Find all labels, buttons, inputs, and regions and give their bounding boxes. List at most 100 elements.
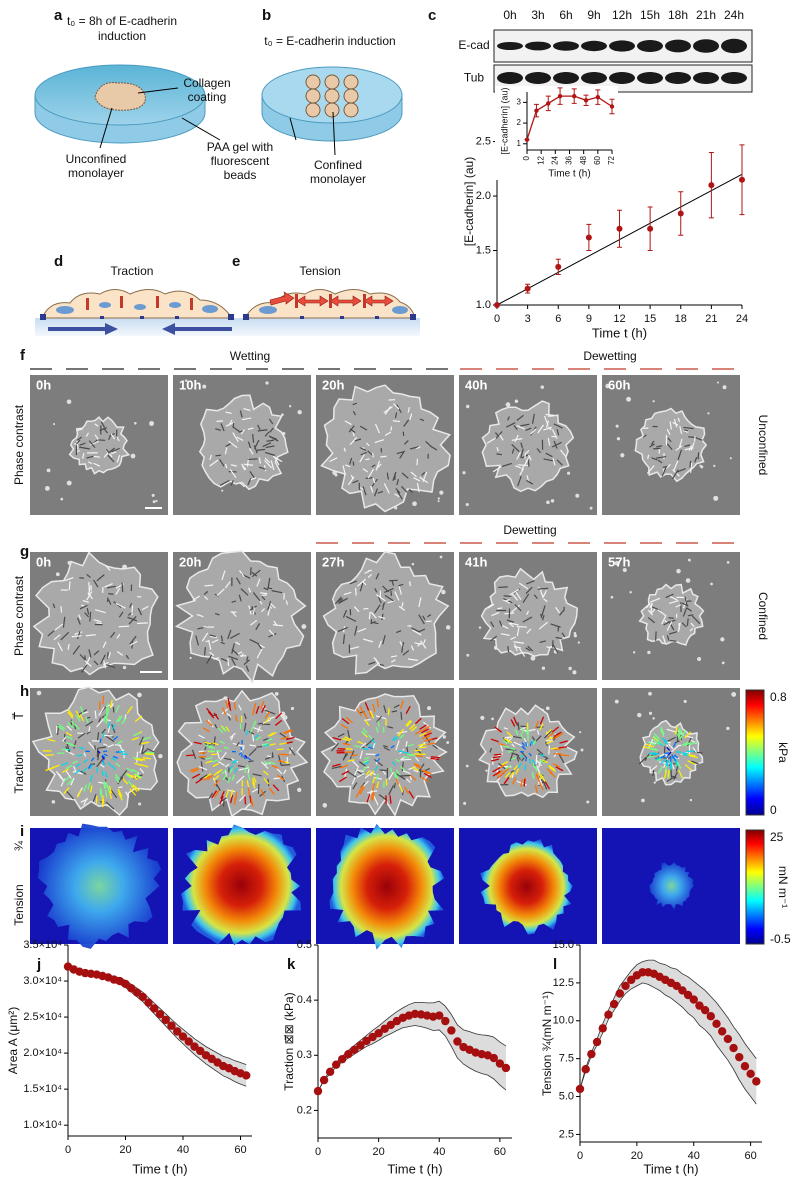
blot-band <box>665 72 691 84</box>
traction-arrow <box>360 730 367 736</box>
cell-texture <box>87 592 94 600</box>
cell-texture <box>375 573 380 580</box>
cell-texture <box>349 457 353 465</box>
cell-texture <box>347 729 351 740</box>
cell-texture <box>72 771 83 775</box>
traction-arrow <box>367 734 373 740</box>
traction-arrow <box>76 789 82 798</box>
traction-arrow <box>377 720 380 728</box>
cell-texture <box>264 457 271 464</box>
cell-texture <box>239 410 243 418</box>
cell-texture <box>514 603 522 612</box>
traction-arrow <box>260 789 266 797</box>
cell-texture <box>372 477 376 484</box>
traction-arrow <box>75 763 81 768</box>
traction-arrow <box>83 784 88 792</box>
x-tick-label: 0 <box>522 155 531 160</box>
cell-texture <box>371 464 376 468</box>
cell-texture <box>415 748 422 755</box>
cell-texture <box>365 458 370 461</box>
cell-texture <box>139 745 143 754</box>
traction-arrow <box>105 717 109 725</box>
debris <box>605 383 610 389</box>
cell-texture <box>238 704 242 711</box>
cell-texture <box>496 453 503 456</box>
cell-texture <box>496 446 499 452</box>
cell-texture <box>331 765 342 769</box>
cell-texture <box>110 433 116 440</box>
cell-texture <box>349 436 358 446</box>
traction-arrow <box>409 723 416 730</box>
y-tick-label: 2.0×10⁴ <box>23 1047 62 1059</box>
cell-texture <box>265 445 275 449</box>
traction-arrow <box>684 731 692 739</box>
traction-arrow <box>397 731 403 737</box>
traction-arrow <box>104 781 107 788</box>
cell-texture <box>247 477 252 486</box>
cell-texture <box>511 743 515 748</box>
traction-arrow <box>111 723 116 730</box>
cell-texture <box>534 735 542 743</box>
traction-arrow <box>250 798 254 807</box>
traction-arrow <box>268 761 276 765</box>
data-point <box>729 1043 738 1053</box>
cell-texture <box>74 631 83 635</box>
data-point <box>708 182 715 189</box>
cell-texture <box>551 429 558 439</box>
traction-arrow <box>391 736 396 741</box>
traction-arrow <box>65 731 73 737</box>
debris <box>568 666 572 671</box>
cell-texture <box>516 756 520 762</box>
traction-arrow <box>374 765 379 772</box>
x-tick-label: 0 <box>494 313 500 325</box>
cell-texture <box>76 617 81 625</box>
cell-texture <box>198 750 206 753</box>
traction-arrow <box>521 727 524 734</box>
traction-arrow <box>79 747 85 750</box>
cell-texture <box>383 746 390 751</box>
cell-texture <box>526 580 535 585</box>
traction-arrow <box>492 755 501 759</box>
cell-texture <box>383 483 390 494</box>
micrograph <box>173 688 311 818</box>
row-label: Phase contrast <box>12 575 26 656</box>
micrograph <box>316 823 454 950</box>
cell-texture <box>68 581 71 591</box>
annotation: monolayer <box>310 172 366 186</box>
cell-texture <box>531 413 535 424</box>
traction-arrow <box>376 698 380 708</box>
debris <box>66 399 72 405</box>
data-point <box>555 263 562 270</box>
cell-texture <box>649 602 653 609</box>
cell-texture <box>537 424 545 434</box>
blot-band <box>693 72 719 84</box>
traction-arrow <box>532 740 537 745</box>
data-point <box>495 1059 505 1068</box>
cell-texture <box>540 778 546 784</box>
cell-texture <box>236 742 240 747</box>
x-axis-label: Time t (h) <box>548 169 590 180</box>
data-point <box>489 1053 499 1063</box>
cell-texture <box>348 425 355 433</box>
cell-texture <box>219 751 227 761</box>
annotation: fluorescent <box>211 154 270 168</box>
traction-arrow <box>255 736 261 741</box>
cell-texture <box>217 761 225 766</box>
cell-texture <box>288 747 296 756</box>
cell-texture <box>204 584 214 587</box>
cell-texture <box>506 619 515 623</box>
cell-texture <box>228 715 231 721</box>
time-label: 57h <box>608 554 630 569</box>
cell-texture <box>249 638 260 645</box>
cell-texture <box>551 441 562 448</box>
cell-texture <box>102 641 107 648</box>
traction-arrow <box>361 766 368 772</box>
cell-texture <box>645 602 651 609</box>
data-point <box>592 1037 602 1047</box>
traction-arrow <box>244 796 247 805</box>
traction-arrow <box>252 720 257 728</box>
traction-arrow <box>419 724 427 730</box>
traction-arrow <box>87 782 91 790</box>
y-tick-label: 3.5×10⁴ <box>23 939 62 951</box>
traction-arrow <box>277 760 286 764</box>
